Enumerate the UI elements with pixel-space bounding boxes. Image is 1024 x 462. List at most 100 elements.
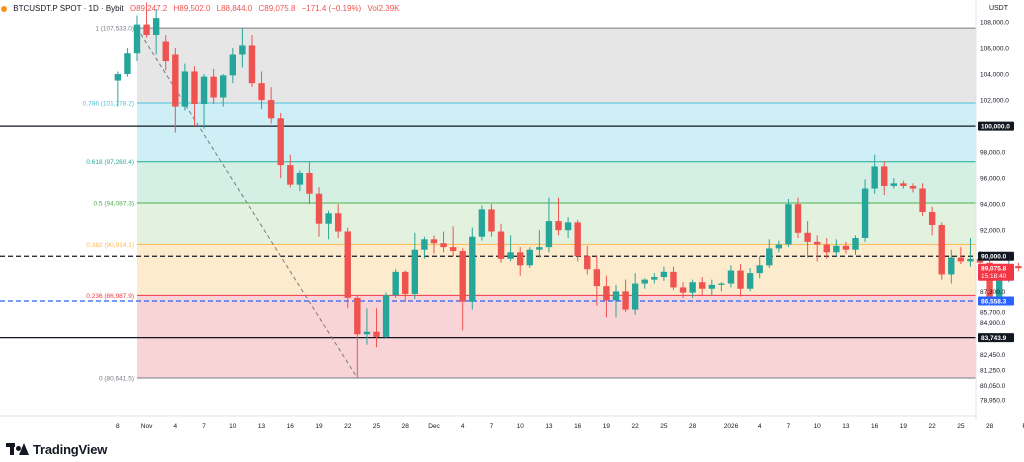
price-badge-label: 89,075.8 [981,266,1007,273]
candle [737,264,744,297]
time-tick-label: 22 [929,423,937,430]
tradingview-logo-icon [6,443,29,455]
time-tick-label: Dec [428,423,440,430]
candle [459,248,466,331]
candle [775,240,783,253]
candle-body [267,100,275,119]
candle [344,227,351,309]
candle [402,270,409,302]
candle-body [785,204,792,245]
candle [852,235,859,255]
candle [488,204,495,237]
fib-zone [137,244,976,296]
price-tick-label: 81,250.0 [980,368,1006,375]
price-badge: 86,558.3 [978,296,1014,306]
candle [603,275,610,318]
fib-label: 0 (80,641.5) [99,375,134,382]
candle [152,8,160,55]
time-tick-label: 16 [287,423,295,430]
fib-label: 0.236 (86,987.9) [86,293,134,300]
time-tick-label: 28 [689,423,697,430]
time-tick-label: 19 [603,423,611,430]
tradingview-logo[interactable]: TradingView [6,441,107,457]
candle [239,28,246,68]
candle [181,63,189,111]
symbol-icon [1,5,7,12]
candle [699,277,706,296]
candle-body [162,41,169,62]
candle [833,239,840,257]
time-tick-label: 25 [373,423,381,430]
candle-body [220,75,227,98]
candle [813,235,821,262]
candle-body [823,244,830,253]
candle-body [114,74,122,81]
candle [200,74,208,129]
candle-body [325,213,332,224]
price-tick-label: 104,000.0 [980,72,1009,79]
candle-body [440,243,447,248]
candle-body [890,183,898,186]
candle-body [804,232,811,242]
candle-body [957,257,965,262]
candle [746,267,754,292]
candle [392,269,399,298]
candle-body [459,251,466,302]
candle [334,204,342,238]
currency-label: USDT [989,5,1009,12]
candle [660,266,668,281]
candle [267,87,275,124]
candle-body [545,221,553,248]
candle-body [449,247,457,252]
price-badge-bg [978,263,1014,281]
candle [871,154,878,194]
price-tick-label: 92,000.0 [980,228,1006,235]
candle-body [651,277,658,280]
fib-retracement-fills [137,28,976,378]
time-tick-label: 22 [632,423,640,430]
time-tick-label: 16 [871,423,879,430]
candle [478,205,486,241]
price-axis[interactable]: 108,000.0 106,000.0 104,000.0 102,000.0 98,0… [975,0,1009,420]
candle [411,232,419,300]
low-value: L88,844.0 [216,4,253,13]
brand-name: TradingView [33,441,108,457]
candle [718,282,725,292]
candle [210,68,217,104]
candle-body [871,166,878,189]
price-tick-label: 94,000.0 [980,202,1006,209]
symbol-label[interactable]: BTCUSDT.P SPOT · 1D · Bybit [13,4,124,13]
candle-body [152,18,160,36]
candle [948,249,955,284]
candle-body [354,297,361,335]
candle [679,282,687,298]
candle-body [909,185,917,189]
price-tick-label: 106,000.0 [980,46,1009,53]
candle-body [526,249,533,266]
candle [497,223,505,263]
price-tick-label: 82,450.0 [980,352,1006,359]
time-tick-label: 8 [116,423,120,430]
candle-body [746,273,754,289]
candle [536,230,543,258]
volume-value: Vol2.39K [367,4,400,13]
time-tick-label: 28 [402,423,410,430]
time-axis[interactable]: 8 Nov 4 7 10 13 16 19 22 25 28 Dec 4 7 10 13 16 19 22 25 28 2… [0,415,1024,430]
price-tick-label: 84,900.0 [980,320,1006,327]
price-badge-countdown: 15:18:40 [981,273,1007,280]
candle [622,279,629,313]
time-tick-label: 16 [574,423,582,430]
fib-zone [137,295,976,378]
candle-body [1015,266,1022,269]
candle-body [430,239,438,244]
candle-body [852,238,859,250]
candle-body [296,172,304,185]
candle [881,161,888,196]
time-tick-label: 13 [842,423,850,430]
price-tick-label: 108,000.0 [980,20,1009,27]
candle-body [593,269,601,287]
candle [545,197,553,253]
candle [823,238,830,259]
candle-body [181,71,189,107]
